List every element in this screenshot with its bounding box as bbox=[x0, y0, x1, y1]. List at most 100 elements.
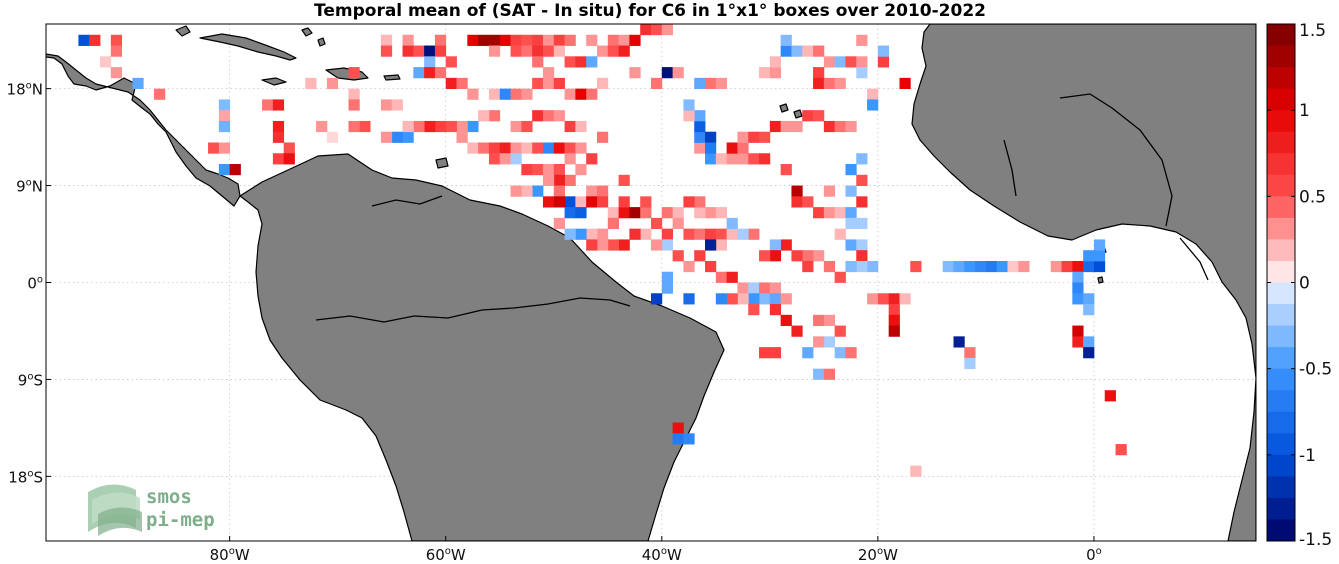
data-cell bbox=[694, 228, 706, 240]
data-cell bbox=[218, 120, 231, 133]
colorbar-step bbox=[1267, 153, 1295, 176]
data-cell bbox=[672, 433, 684, 445]
data-cell bbox=[478, 34, 490, 46]
data-cell bbox=[823, 336, 836, 348]
data-cell bbox=[564, 228, 576, 240]
data-cell bbox=[769, 293, 782, 305]
data-cell bbox=[510, 153, 522, 165]
data-cell bbox=[856, 239, 868, 251]
data-cell bbox=[715, 293, 728, 305]
data-cell bbox=[218, 110, 231, 122]
data-cell bbox=[575, 196, 587, 208]
data-cell bbox=[953, 336, 965, 348]
data-cell bbox=[229, 164, 241, 176]
data-cell bbox=[748, 304, 760, 316]
data-cell bbox=[1007, 260, 1019, 273]
data-cell bbox=[823, 56, 836, 68]
data-cell bbox=[532, 185, 544, 197]
colorbar-step bbox=[1267, 239, 1295, 262]
data-cell bbox=[791, 45, 803, 57]
data-cell bbox=[607, 45, 619, 57]
data-cell bbox=[488, 142, 501, 154]
data-cell bbox=[488, 45, 501, 57]
data-cell bbox=[434, 120, 447, 133]
data-cell bbox=[813, 250, 825, 262]
data-cell bbox=[791, 250, 803, 262]
data-cell bbox=[542, 67, 555, 79]
colorbar-step bbox=[1267, 110, 1295, 133]
y-tick-label: 9oN bbox=[16, 178, 43, 196]
data-cell bbox=[661, 207, 674, 219]
data-cell bbox=[445, 56, 457, 68]
data-cell bbox=[510, 45, 522, 57]
data-cell bbox=[683, 260, 695, 273]
data-cell bbox=[1093, 260, 1106, 273]
data-cell bbox=[899, 77, 911, 90]
data-cell bbox=[532, 45, 544, 57]
data-cell bbox=[942, 260, 954, 273]
colorbar: 1.5 1 0.5 0 -0.5 -1 -1.5 bbox=[1266, 21, 1332, 550]
data-cell bbox=[521, 142, 533, 154]
data-cell bbox=[596, 185, 609, 197]
data-cell bbox=[640, 207, 652, 219]
sao-tome-land bbox=[1097, 276, 1104, 284]
data-cell bbox=[467, 142, 479, 154]
data-cell bbox=[348, 120, 360, 133]
data-cell bbox=[629, 207, 641, 219]
colorbar-step bbox=[1267, 476, 1295, 499]
data-cell bbox=[802, 250, 814, 262]
data-cell bbox=[845, 56, 857, 68]
data-cell bbox=[510, 120, 522, 133]
data-cell bbox=[488, 153, 501, 165]
data-cell bbox=[737, 142, 749, 154]
data-cell bbox=[726, 142, 738, 154]
data-cell bbox=[780, 314, 792, 326]
data-cell bbox=[499, 34, 511, 46]
data-cell bbox=[791, 120, 803, 133]
data-cell bbox=[326, 131, 339, 143]
data-cell bbox=[532, 77, 544, 90]
data-cell bbox=[769, 56, 782, 68]
data-cell bbox=[272, 131, 285, 143]
data-cell bbox=[586, 34, 598, 46]
data-cell bbox=[488, 110, 501, 122]
data-cell bbox=[521, 88, 533, 100]
data-cell bbox=[564, 56, 576, 68]
data-cell bbox=[575, 56, 587, 68]
data-cell bbox=[705, 142, 717, 154]
data-cell bbox=[694, 207, 706, 219]
data-cell bbox=[413, 67, 425, 79]
data-cell bbox=[1104, 390, 1116, 402]
data-cell bbox=[769, 67, 782, 79]
data-cell bbox=[705, 207, 717, 219]
logo-smos-text: smos bbox=[146, 486, 192, 508]
orinoco-river bbox=[371, 195, 443, 207]
data-cell bbox=[759, 67, 771, 79]
data-cell bbox=[845, 207, 857, 219]
data-cell bbox=[683, 99, 695, 111]
data-cell bbox=[705, 77, 717, 90]
data-cell bbox=[661, 282, 674, 294]
data-cell bbox=[867, 88, 879, 100]
colorbar-step bbox=[1267, 24, 1295, 47]
data-cell bbox=[780, 34, 792, 46]
data-cell bbox=[348, 99, 360, 111]
data-cell bbox=[618, 239, 630, 251]
x-tick-label: 0o bbox=[1086, 546, 1102, 564]
data-cell bbox=[564, 120, 576, 133]
x-tick-label: 60oW bbox=[426, 546, 466, 564]
data-cell bbox=[434, 67, 447, 79]
data-cell bbox=[888, 293, 900, 305]
data-cell bbox=[607, 217, 619, 230]
colorbar-step bbox=[1267, 411, 1295, 434]
data-cell bbox=[780, 239, 792, 251]
data-cell bbox=[694, 250, 706, 262]
data-cell bbox=[564, 196, 576, 208]
data-cell bbox=[661, 24, 674, 36]
data-cell bbox=[834, 347, 846, 359]
data-cell bbox=[769, 347, 782, 359]
data-cell bbox=[521, 45, 533, 57]
data-cell bbox=[132, 77, 144, 90]
data-cell bbox=[705, 228, 717, 240]
data-cell bbox=[867, 260, 879, 273]
